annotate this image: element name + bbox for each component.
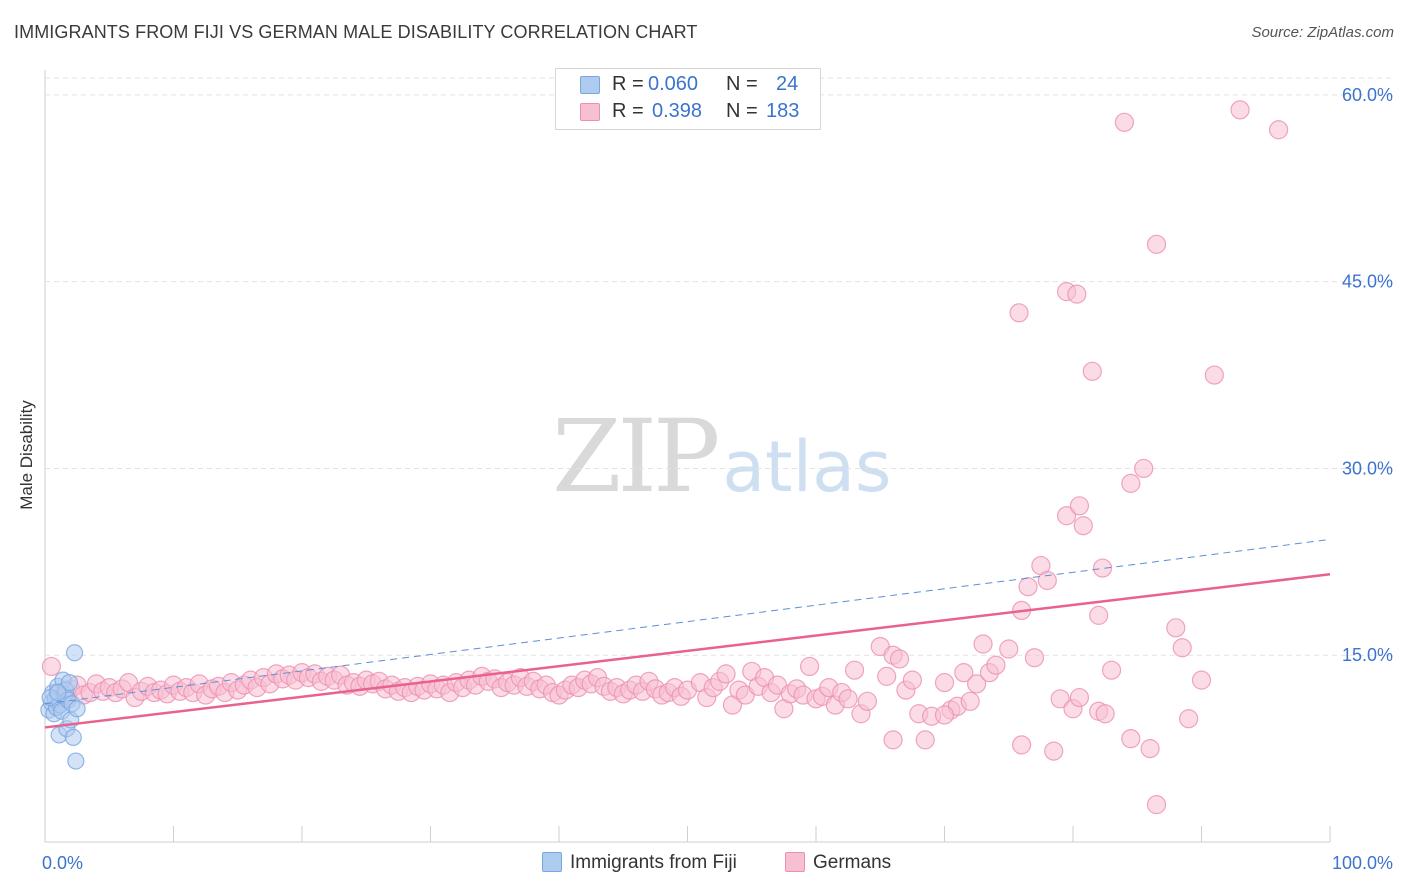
germans-point <box>1069 687 1090 708</box>
germans-point <box>1069 496 1090 516</box>
legend-n-value: 183 <box>766 100 800 122</box>
legend-r-value: 0.060 <box>648 73 699 95</box>
germans-point <box>1073 516 1093 536</box>
germans-trend-line <box>44 573 1331 729</box>
bottom-legend-swatch-fiji <box>542 852 562 872</box>
fiji-point <box>60 674 79 692</box>
legend-r-label: R = <box>612 100 644 122</box>
germans-point <box>1101 660 1122 680</box>
germans-point <box>1024 648 1045 668</box>
germans-point <box>883 730 903 750</box>
germans-point <box>1011 735 1032 755</box>
fiji-point <box>65 644 84 662</box>
germans-point <box>1056 506 1077 526</box>
germans-point <box>902 670 922 690</box>
y-tick-label: 30.0% <box>1342 458 1393 478</box>
germans-point <box>1067 284 1087 304</box>
germans-point <box>1191 670 1212 690</box>
legend-swatch-germans <box>580 103 600 121</box>
fiji-point <box>49 683 67 702</box>
germans-point <box>1089 605 1109 625</box>
watermark-zip: ZIP <box>552 398 720 515</box>
source-label: Source: ZipAtlas.com <box>1251 24 1394 41</box>
germans-point <box>1037 570 1057 591</box>
germans-point <box>889 649 910 669</box>
germans-point <box>1268 120 1289 140</box>
legend-n-value: 24 <box>776 73 799 95</box>
x-tick-label-min: 0.0% <box>42 853 83 873</box>
germans-point <box>1018 577 1038 597</box>
germans-point <box>41 656 62 677</box>
bottom-legend-label-germans: Germans <box>813 852 892 873</box>
germans-point <box>1092 558 1113 578</box>
watermark: ZIPatlas <box>552 398 891 515</box>
legend-r-value: 0.398 <box>652 100 703 122</box>
bottom-legend-label-fiji: Immigrants from Fiji <box>570 852 737 873</box>
germans-point <box>857 691 878 711</box>
fiji-point <box>64 728 82 747</box>
germans-point <box>973 634 993 654</box>
fiji-point <box>68 700 86 718</box>
germans-point <box>877 666 897 686</box>
bottom-legend-swatch-germans <box>785 852 805 872</box>
germans-point <box>1050 689 1070 709</box>
germans-point <box>1044 741 1064 761</box>
germans-point <box>716 664 736 684</box>
y-tick-label: 60.0% <box>1342 85 1393 105</box>
germans-point <box>1134 458 1154 479</box>
germans-point <box>1179 709 1199 729</box>
germans-point <box>1172 638 1192 658</box>
y-tick-label: 45.0% <box>1342 272 1393 292</box>
fiji-trend-line <box>44 538 1331 705</box>
germans-point <box>1204 365 1224 385</box>
germans-point <box>1146 795 1167 815</box>
y-tick-label: 15.0% <box>1342 645 1393 665</box>
legend-n-label: N = <box>726 73 758 95</box>
germans-point <box>960 691 980 711</box>
germans-point <box>1140 739 1160 759</box>
watermark-atlas: atlas <box>722 426 892 508</box>
germans-point <box>1114 112 1135 132</box>
legend-swatch-fiji <box>580 76 600 94</box>
germans-point <box>986 655 1006 675</box>
germans-point <box>844 660 865 680</box>
germans-point <box>1121 473 1141 493</box>
germans-point <box>1095 704 1115 724</box>
germans-point <box>838 689 858 709</box>
germans-point <box>1082 361 1102 381</box>
germans-point <box>1009 303 1029 323</box>
germans-point <box>1230 100 1250 120</box>
germans-point <box>915 730 935 750</box>
germans-point <box>1146 234 1167 254</box>
legend-n-label: N = <box>726 100 758 122</box>
germans-point <box>954 663 974 683</box>
x-tick-label-max: 100.0% <box>1332 853 1393 873</box>
germans-point <box>934 705 955 725</box>
germans-point <box>1121 729 1141 749</box>
legend-r-label: R = <box>612 73 644 95</box>
chart-title: IMMIGRANTS FROM FIJI VS GERMAN MALE DISA… <box>14 22 698 42</box>
germans-point <box>799 656 820 677</box>
correlation-legend: R = 0.060 N = 24 R = 0.398 N = 183 <box>555 68 821 130</box>
germans-point <box>967 674 987 694</box>
bottom-legend-germans: Germans <box>785 852 891 874</box>
germans-point <box>999 639 1019 659</box>
germans-point <box>934 673 955 693</box>
fiji-point <box>67 752 85 770</box>
germans-point <box>1166 618 1186 638</box>
bottom-legend-fiji: Immigrants from Fiji <box>542 852 737 874</box>
